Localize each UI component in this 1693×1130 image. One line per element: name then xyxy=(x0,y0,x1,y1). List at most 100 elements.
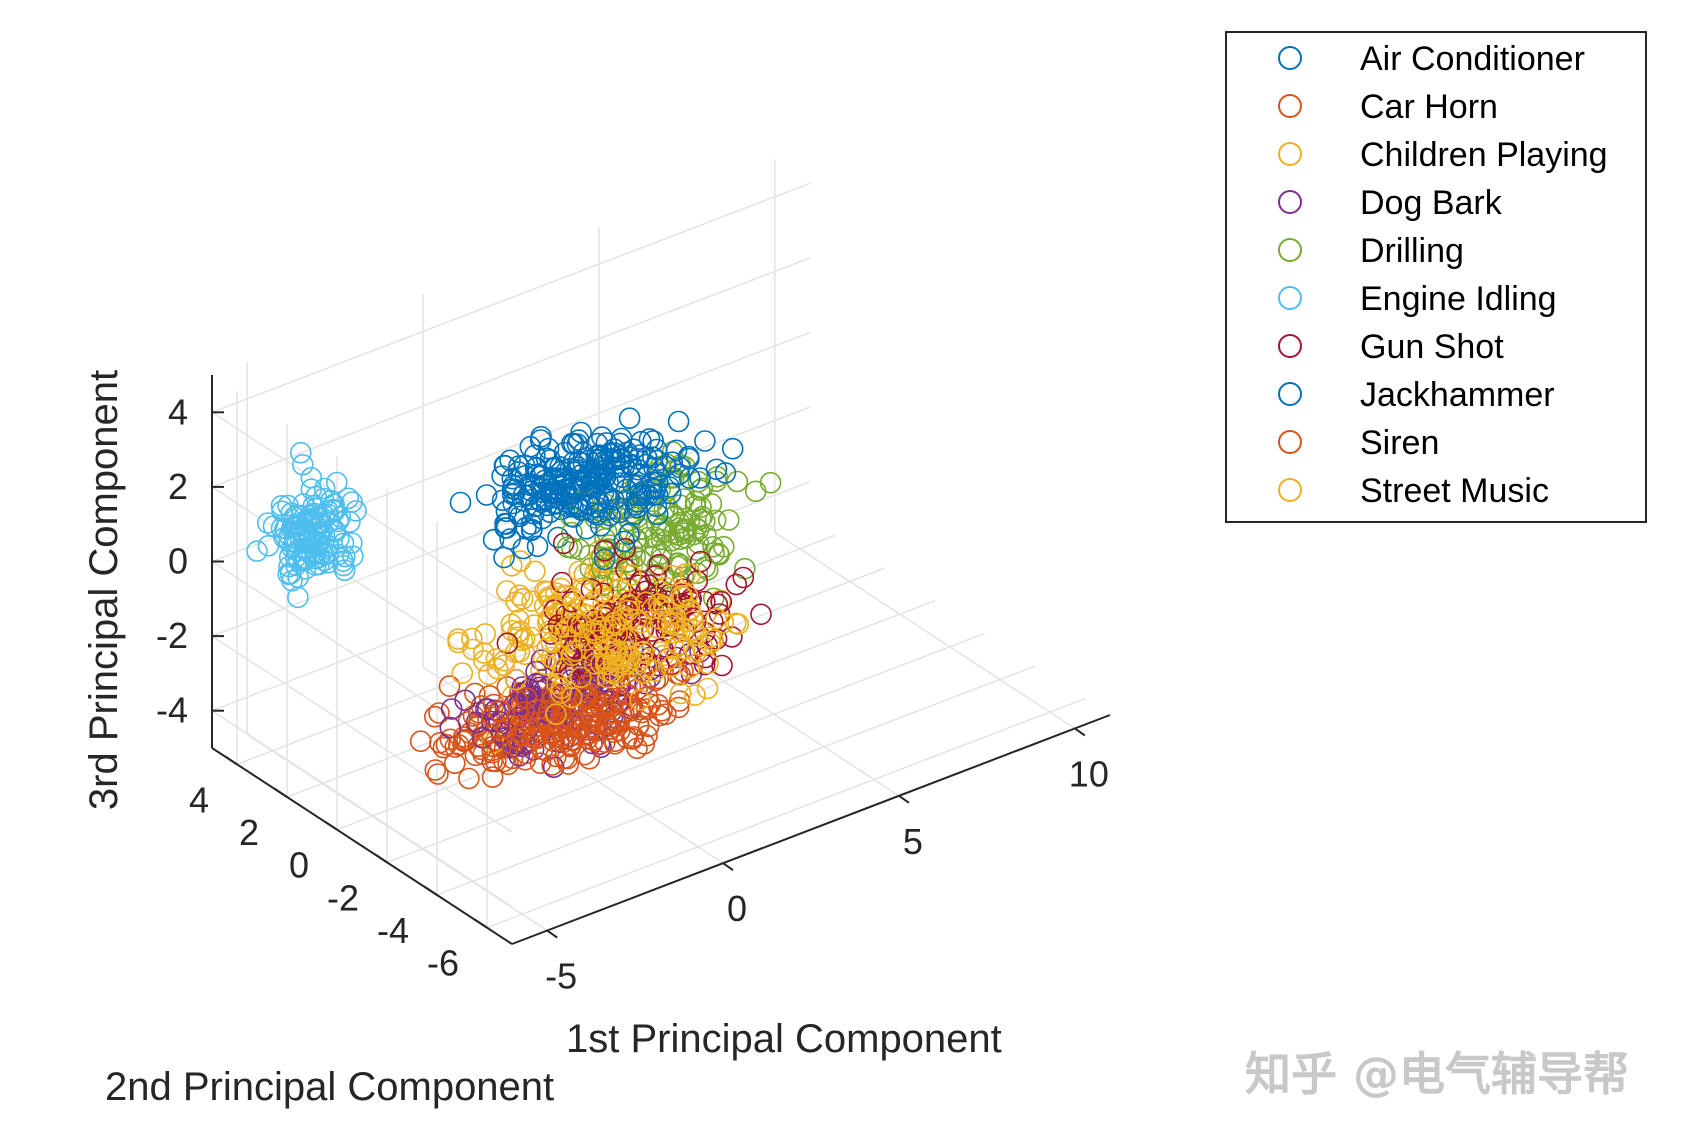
data-point xyxy=(576,722,599,745)
data-point xyxy=(540,631,563,654)
data-point xyxy=(449,491,472,514)
x-axis-title: 1st Principal Component xyxy=(566,1017,1002,1061)
data-point xyxy=(601,661,623,684)
data-point xyxy=(609,448,632,471)
z-tick-label: -4 xyxy=(156,690,188,731)
data-point xyxy=(627,448,650,470)
data-point xyxy=(663,638,686,660)
data-point xyxy=(702,535,724,558)
data-point xyxy=(472,642,495,664)
data-point xyxy=(520,488,543,511)
data-point xyxy=(511,676,534,698)
grid-line xyxy=(246,733,548,932)
data-point xyxy=(329,506,352,528)
data-point xyxy=(605,712,628,735)
grid-line xyxy=(211,486,513,684)
data-point xyxy=(552,532,575,555)
data-point xyxy=(281,569,303,592)
data-point xyxy=(644,565,667,587)
legend-marker xyxy=(1278,430,1302,454)
data-point xyxy=(305,542,327,565)
data-point xyxy=(596,713,619,736)
data-point xyxy=(661,613,683,636)
legend-label: Dog Bark xyxy=(1360,184,1503,222)
data-point xyxy=(633,733,656,755)
data-point xyxy=(727,613,750,635)
data-point xyxy=(725,573,748,596)
data-point xyxy=(618,407,641,430)
y-tick-mark xyxy=(424,886,438,896)
data-point xyxy=(333,559,356,582)
data-point xyxy=(454,689,476,712)
x-tick-label: 5 xyxy=(903,821,923,862)
data-point xyxy=(458,767,480,790)
x-tick-mark xyxy=(722,862,734,871)
data-point xyxy=(759,471,782,494)
z-tick-label: -2 xyxy=(156,615,188,656)
legend-marker xyxy=(1278,286,1302,310)
data-point xyxy=(678,467,701,489)
data-point xyxy=(686,562,709,585)
data-point xyxy=(473,649,495,672)
data-point xyxy=(291,453,314,476)
data-point xyxy=(294,558,317,580)
legend-marker xyxy=(1278,238,1302,262)
data-point xyxy=(280,502,303,525)
data-point xyxy=(661,622,684,644)
data-point xyxy=(294,526,317,549)
legend-label: Drilling xyxy=(1360,232,1464,270)
data-point xyxy=(524,560,546,583)
data-point xyxy=(559,734,582,757)
data-point xyxy=(554,625,576,648)
data-point xyxy=(668,690,691,712)
data-point xyxy=(676,584,699,607)
data-point xyxy=(668,463,690,486)
data-point xyxy=(547,714,570,737)
grid-line xyxy=(211,560,513,759)
data-point xyxy=(578,544,601,567)
data-point xyxy=(496,632,519,655)
data-point xyxy=(545,703,567,726)
axes-box xyxy=(211,375,1111,945)
data-point xyxy=(686,539,708,562)
data-point xyxy=(644,536,667,559)
data-point xyxy=(569,666,592,689)
data-point xyxy=(560,585,582,608)
data-point xyxy=(625,484,648,507)
data-point xyxy=(246,540,268,562)
data-point xyxy=(325,471,348,494)
z-tick-label: 0 xyxy=(168,541,188,582)
data-point xyxy=(616,441,638,464)
data-point xyxy=(537,437,560,460)
data-point xyxy=(705,458,728,481)
data-point xyxy=(438,675,461,697)
grid-line xyxy=(386,632,986,864)
data-point xyxy=(491,489,514,512)
data-point xyxy=(458,722,481,744)
data-point xyxy=(651,699,673,722)
data-point xyxy=(424,759,447,781)
data-point xyxy=(710,590,733,613)
data-point xyxy=(279,563,302,585)
y-tick-label: 0 xyxy=(289,845,309,886)
data-point xyxy=(323,500,346,522)
data-point xyxy=(302,521,324,544)
data-point xyxy=(559,665,582,687)
data-point xyxy=(337,487,360,510)
data-point xyxy=(668,517,691,539)
grid-line xyxy=(436,665,1036,896)
data-point xyxy=(341,491,363,513)
z-axis-title: 3rd Principal Component xyxy=(82,370,126,810)
data-point xyxy=(609,577,632,600)
x-tick-label: 10 xyxy=(1069,753,1109,794)
data-point xyxy=(427,763,449,785)
data-point xyxy=(626,678,648,701)
legend-label: Street Music xyxy=(1360,472,1549,510)
data-point xyxy=(305,497,327,520)
data-point xyxy=(520,513,543,536)
data-point xyxy=(598,488,620,510)
data-point xyxy=(478,684,501,707)
y-tick-mark xyxy=(324,820,338,831)
data-point xyxy=(561,521,583,544)
